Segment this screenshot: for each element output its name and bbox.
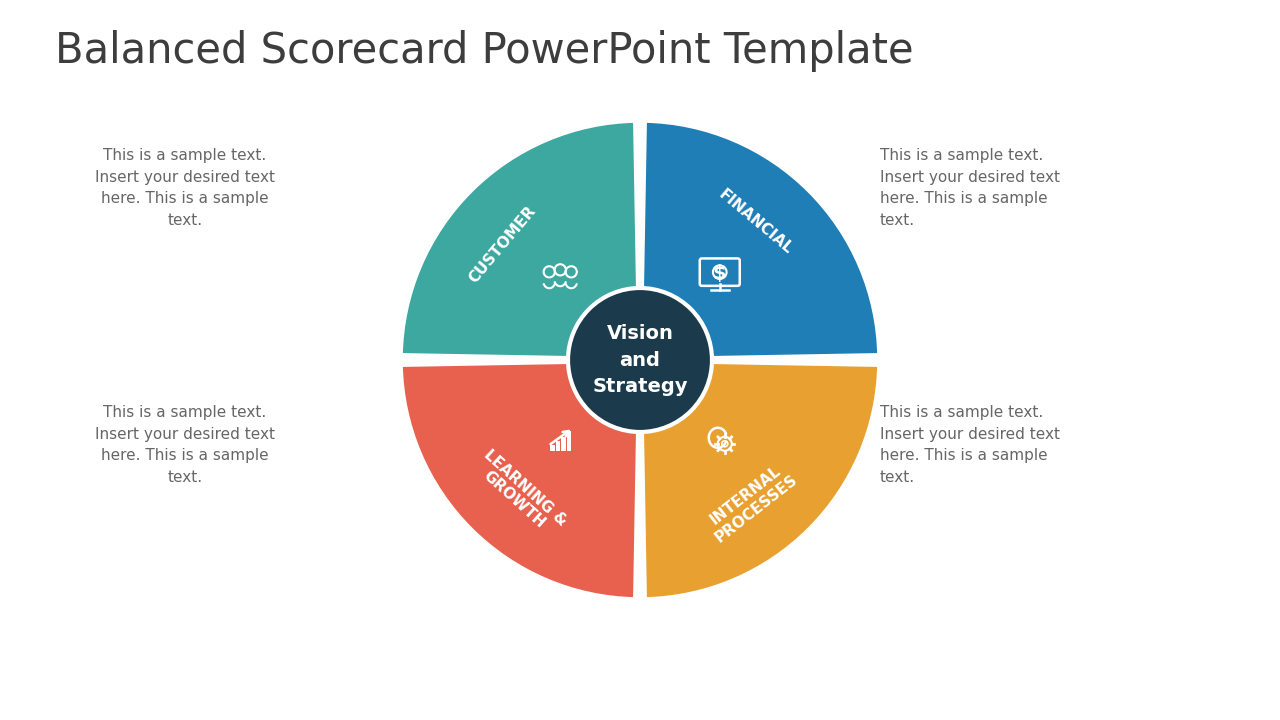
Text: $: $ bbox=[713, 264, 727, 282]
Text: Vision
and
Strategy: Vision and Strategy bbox=[593, 324, 687, 396]
Text: FINANCIAL: FINANCIAL bbox=[716, 187, 796, 257]
Bar bbox=[556, 441, 561, 451]
Wedge shape bbox=[401, 120, 640, 360]
Wedge shape bbox=[401, 360, 640, 600]
Text: Balanced Scorecard PowerPoint Template: Balanced Scorecard PowerPoint Template bbox=[55, 30, 914, 72]
Bar bbox=[567, 431, 571, 451]
Text: CUSTOMER: CUSTOMER bbox=[466, 203, 539, 286]
Text: INTERNAL
PROCESSES: INTERNAL PROCESSES bbox=[701, 459, 800, 545]
Text: This is a sample text.
Insert your desired text
here. This is a sample
text.: This is a sample text. Insert your desir… bbox=[881, 148, 1060, 228]
Bar bbox=[562, 437, 566, 451]
Wedge shape bbox=[640, 120, 879, 360]
Text: LEARNING &
GROWTH: LEARNING & GROWTH bbox=[470, 447, 570, 541]
Text: This is a sample text.
Insert your desired text
here. This is a sample
text.: This is a sample text. Insert your desir… bbox=[95, 405, 275, 485]
Text: This is a sample text.
Insert your desired text
here. This is a sample
text.: This is a sample text. Insert your desir… bbox=[881, 405, 1060, 485]
Wedge shape bbox=[640, 360, 879, 600]
Bar bbox=[550, 445, 554, 451]
Circle shape bbox=[568, 288, 712, 432]
Text: This is a sample text.
Insert your desired text
here. This is a sample
text.: This is a sample text. Insert your desir… bbox=[95, 148, 275, 228]
